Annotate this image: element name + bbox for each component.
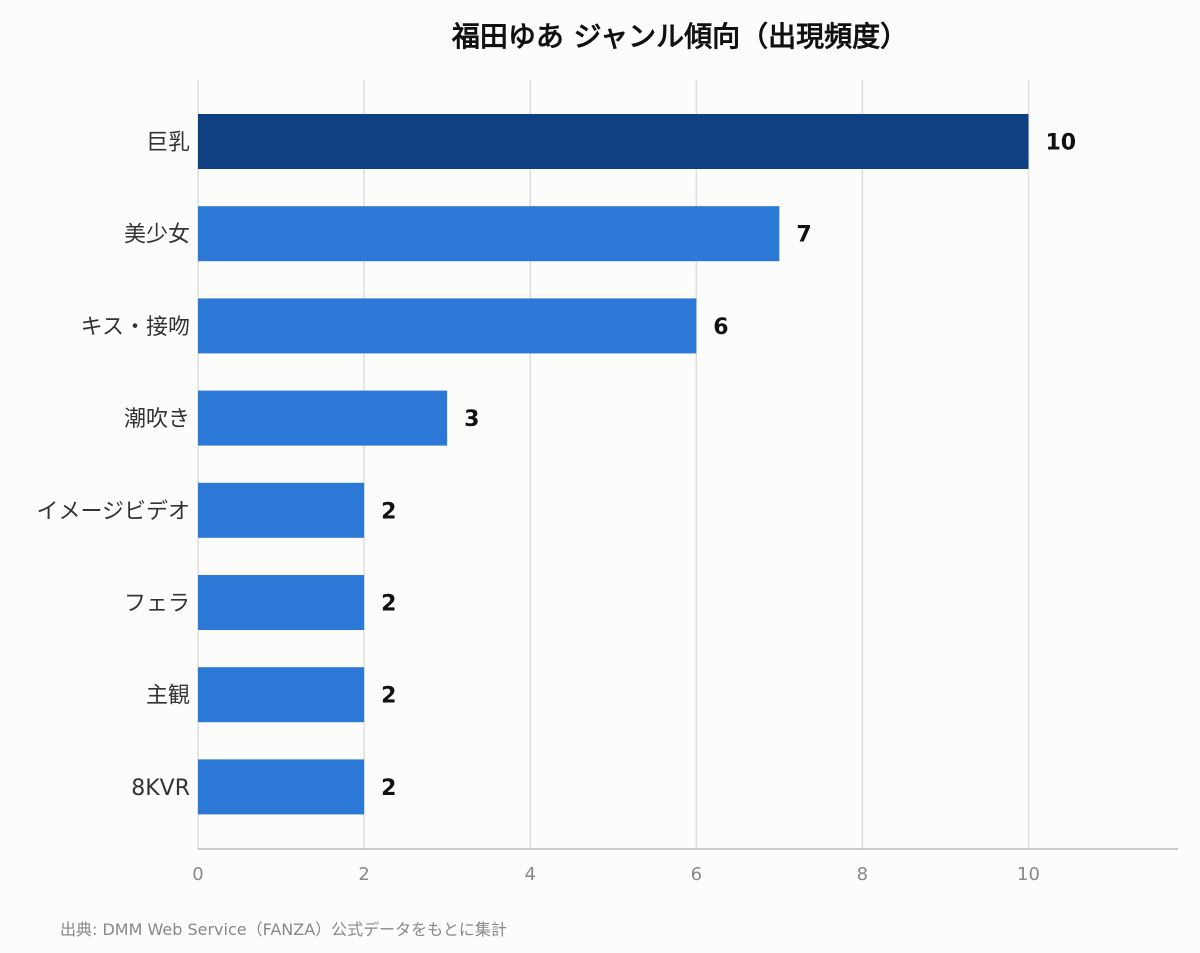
x-tick-label: 4 bbox=[524, 864, 535, 885]
value-label: 7 bbox=[796, 223, 811, 248]
source-note: 出典: DMM Web Service（FANZA）公式データをもとに集計 bbox=[60, 920, 507, 939]
category-label: 潮吹き bbox=[124, 407, 190, 432]
bar bbox=[198, 298, 697, 354]
bar bbox=[198, 575, 365, 630]
value-label: 10 bbox=[1046, 131, 1077, 156]
chart-title: 福田ゆあ ジャンル傾向（出現頻度） bbox=[451, 20, 908, 53]
value-label: 3 bbox=[464, 407, 479, 432]
x-tick-label: 0 bbox=[192, 864, 203, 885]
x-tick-label: 6 bbox=[691, 864, 702, 885]
grid-lines bbox=[197, 80, 1030, 849]
x-tick-label: 8 bbox=[857, 864, 868, 885]
category-label: 8KVR bbox=[131, 776, 190, 801]
category-label: 主観 bbox=[146, 684, 190, 709]
bar bbox=[198, 114, 1029, 169]
category-label: フェラ bbox=[124, 592, 190, 617]
bar bbox=[198, 667, 365, 723]
category-label: 美少女 bbox=[124, 223, 190, 248]
bar bbox=[198, 206, 780, 262]
value-label: 2 bbox=[381, 499, 396, 524]
x-tick-label: 2 bbox=[358, 864, 369, 885]
category-label: 巨乳 bbox=[146, 131, 190, 156]
value-labels: 10 7 6 3 2 2 2 2 bbox=[381, 131, 1076, 801]
x-tick-labels: 0 2 4 6 8 10 bbox=[192, 864, 1040, 885]
bars bbox=[198, 114, 1029, 815]
value-label: 6 bbox=[713, 315, 728, 340]
bar bbox=[198, 759, 365, 815]
value-label: 2 bbox=[381, 776, 396, 801]
value-label: 2 bbox=[381, 592, 396, 617]
bar bbox=[198, 482, 365, 538]
value-label: 2 bbox=[381, 684, 396, 709]
bar bbox=[198, 390, 448, 446]
category-label: キス・接吻 bbox=[81, 315, 190, 340]
category-label: イメージビデオ bbox=[36, 499, 190, 524]
x-tick-label: 10 bbox=[1017, 864, 1040, 885]
